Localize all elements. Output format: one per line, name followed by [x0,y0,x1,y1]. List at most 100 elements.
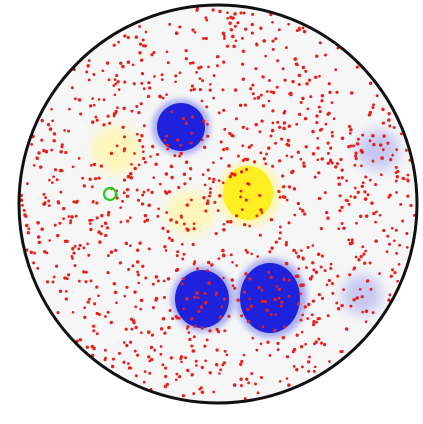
food-pellet [110,364,115,369]
food-pellet [170,110,174,114]
food-pellet [265,308,269,312]
food-pellet [274,313,278,316]
food-pellet [267,79,271,82]
food-pellet [115,74,119,78]
food-pellet [215,327,219,332]
food-pellet [282,185,286,188]
food-pellet [97,176,101,180]
food-pellet [142,87,146,91]
food-pellet [279,304,283,308]
food-pellet [205,122,209,126]
food-pellet [395,251,399,255]
food-pellet [248,297,252,301]
food-pellet [287,124,292,128]
food-pellet [88,297,91,301]
food-pellet [281,195,286,199]
food-pellet [388,124,392,128]
food-pellet [314,75,318,79]
food-pellet [122,106,126,111]
food-pellet [71,247,75,251]
food-pellet [293,213,297,217]
food-pellet [192,87,196,91]
food-pellet [141,145,145,149]
food-pellet [236,21,240,25]
food-pellet [52,132,57,136]
food-pellet [167,190,172,194]
food-pellet [354,255,358,259]
food-pellet [311,261,315,265]
food-pellet [89,227,93,232]
food-pellet [385,250,389,254]
food-pellet [222,297,227,301]
food-pellet [92,162,97,167]
food-pellet [179,143,183,147]
player-cell-bottom-right[interactable] [235,258,307,338]
food-pellet [123,294,127,298]
food-pellet [99,232,103,236]
food-pellet [124,327,128,331]
food-pellet [142,124,146,128]
food-pellet [143,213,148,218]
player-cell-bottom-left[interactable] [171,266,235,332]
food-pellet [310,313,314,317]
food-pellet [320,157,324,161]
food-pellet [306,245,310,249]
food-pellet [275,85,279,89]
food-pellet [161,317,166,321]
food-pellet [97,294,100,298]
food-pellet [149,155,152,158]
food-pellet [92,346,96,351]
food-pellet [334,68,338,72]
player-cell-top[interactable] [152,99,210,155]
food-pellet [112,84,116,87]
food-pellet [113,290,118,295]
food-pellet [130,109,134,113]
food-pellet [235,214,239,218]
food-pellet [195,8,199,12]
food-pellet [56,200,60,204]
food-pellet [178,71,182,75]
food-pellet [139,58,144,62]
food-pellet [165,93,168,96]
food-pellet [226,16,230,20]
food-pellet [131,63,135,67]
food-pellet [261,325,265,329]
food-pellet [208,177,211,180]
food-pellet [131,264,135,268]
food-pellet [234,39,238,43]
food-pellet [257,286,261,290]
food-pellet [394,165,398,169]
food-pellet [115,144,119,148]
food-pellet [215,348,219,352]
food-pellet [284,240,288,244]
food-pellet [388,293,392,297]
food-pellet [164,366,168,370]
food-pellet [308,277,312,281]
food-pellet [320,99,324,103]
food-pellet [219,368,223,372]
food-pellet [401,176,405,180]
food-pellet [215,54,220,59]
food-pellet [203,344,207,348]
food-pellet [388,193,392,198]
food-pellet [208,329,212,333]
food-pellet [379,173,383,177]
food-pellet [164,172,169,176]
food-pellet [77,247,81,251]
food-pellet [242,353,246,357]
food-pellet [263,299,268,304]
food-pellet [134,305,138,309]
food-pellet [133,152,136,155]
food-pellet [161,363,165,367]
food-pellet [313,342,316,346]
food-pellet [251,92,255,96]
food-pellet [162,279,166,283]
food-pellet [212,74,216,78]
food-pellet [228,131,232,136]
food-pellet [300,365,304,369]
food-pellet [248,277,252,281]
food-pellet [56,233,60,238]
food-pellet [299,318,303,322]
